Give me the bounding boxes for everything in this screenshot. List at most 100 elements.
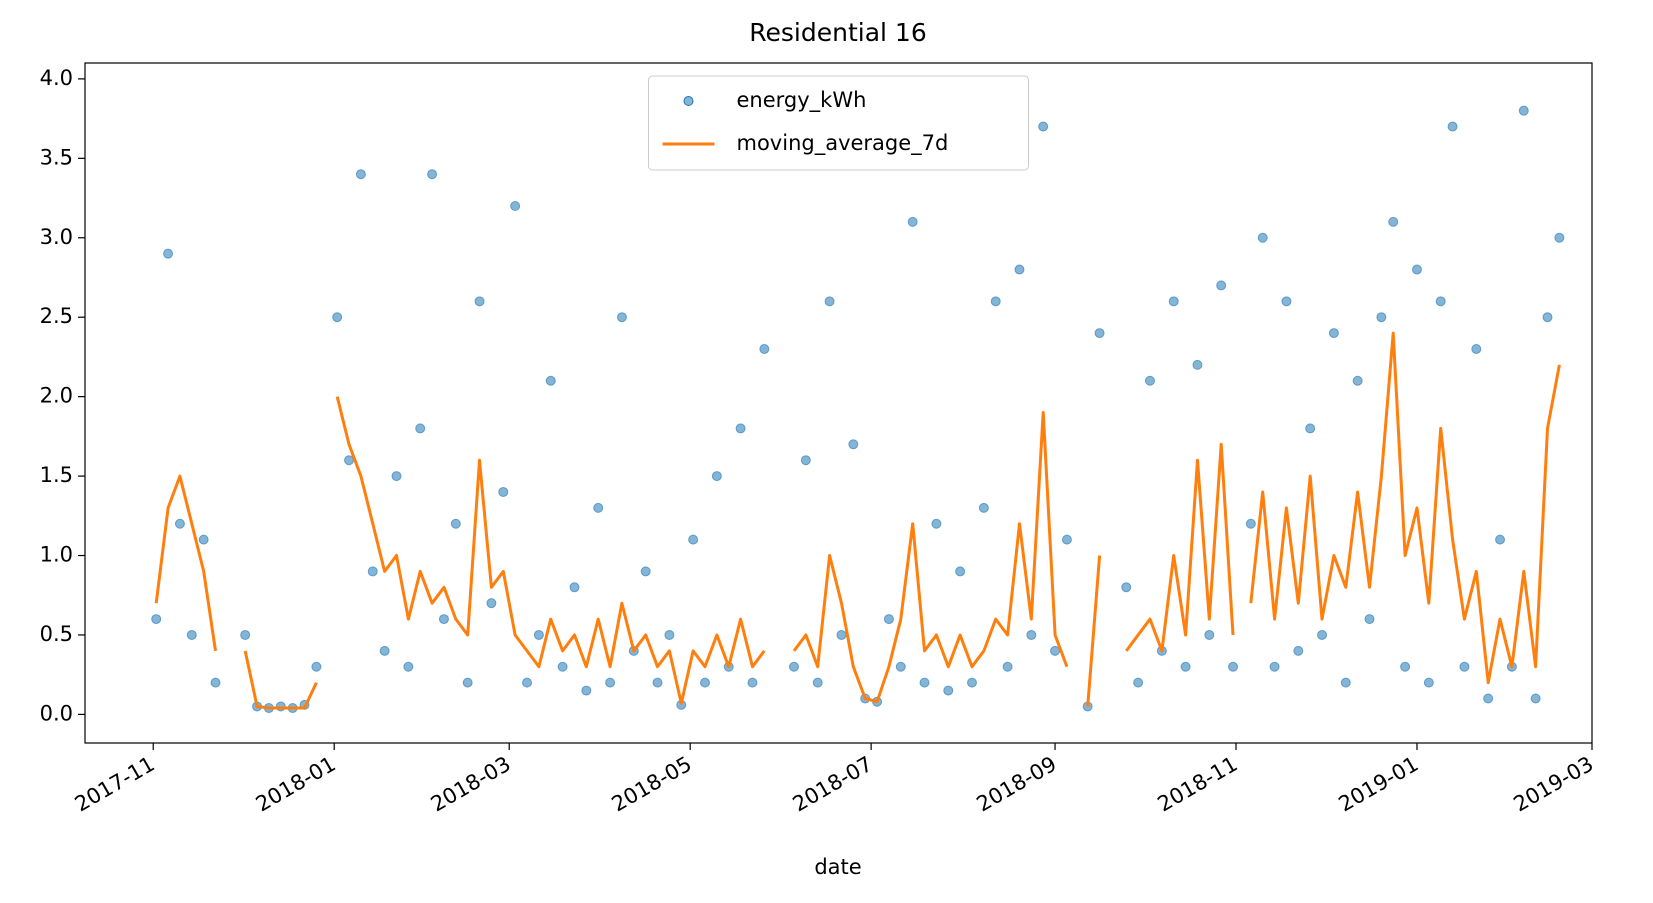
- data-point: [438, 614, 449, 625]
- data-point: [1002, 661, 1013, 672]
- data-point: [1038, 121, 1049, 132]
- data-point: [1121, 582, 1132, 593]
- data-point: [186, 629, 197, 640]
- data-point: [533, 629, 544, 640]
- legend-box: [648, 75, 1029, 171]
- data-point: [1340, 677, 1351, 688]
- data-point: [1400, 661, 1411, 672]
- y-tick-label: 2.5: [40, 304, 73, 328]
- data-point: [1423, 677, 1434, 688]
- data-point: [545, 375, 556, 386]
- data-point: [1144, 375, 1155, 386]
- data-point: [474, 296, 485, 307]
- y-tick-label: 4.0: [40, 66, 73, 90]
- data-point: [311, 661, 322, 672]
- data-point: [379, 645, 390, 656]
- data-point: [163, 248, 174, 259]
- y-tick-label: 1.5: [40, 463, 73, 487]
- y-tick-label: 2.0: [40, 384, 73, 408]
- x-tick-label: 2018-03: [427, 752, 515, 817]
- data-point: [605, 677, 616, 688]
- data-point: [759, 343, 770, 354]
- data-point: [1014, 264, 1025, 275]
- data-point: [1447, 121, 1458, 132]
- y-tick-label: 1.0: [40, 543, 73, 567]
- data-point: [895, 661, 906, 672]
- plot-area: [151, 105, 1565, 714]
- data-point: [1094, 328, 1105, 339]
- data-point: [616, 312, 627, 323]
- x-tick-label: 2018-07: [789, 752, 877, 817]
- data-point: [747, 677, 758, 688]
- data-point: [652, 677, 663, 688]
- data-point: [1245, 518, 1256, 529]
- data-point: [688, 534, 699, 545]
- data-point: [210, 677, 221, 688]
- data-point: [1269, 661, 1280, 672]
- data-point: [711, 471, 722, 482]
- data-point: [931, 518, 942, 529]
- chart-title: Residential 16: [749, 18, 926, 47]
- data-point: [966, 677, 977, 688]
- data-point: [1483, 693, 1494, 704]
- data-point: [700, 677, 711, 688]
- data-point: [391, 471, 402, 482]
- data-point: [800, 455, 811, 466]
- data-point: [1435, 296, 1446, 307]
- data-line: [154, 331, 1561, 710]
- data-point: [557, 661, 568, 672]
- data-point: [1061, 534, 1072, 545]
- data-point: [640, 566, 651, 577]
- data-point: [1168, 296, 1179, 307]
- data-point: [1216, 280, 1227, 291]
- data-point: [1026, 629, 1037, 640]
- x-tick-label: 2018-09: [973, 752, 1061, 817]
- data-point: [151, 614, 162, 625]
- x-axis-label: date: [814, 855, 861, 879]
- x-tick-label: 2018-11: [1154, 752, 1242, 817]
- data-point: [415, 423, 426, 434]
- data-point: [1317, 629, 1328, 640]
- data-point: [1228, 661, 1239, 672]
- data-point: [1530, 693, 1541, 704]
- data-point: [486, 598, 497, 609]
- data-point: [1328, 328, 1339, 339]
- data-point: [943, 685, 954, 696]
- data-point: [664, 629, 675, 640]
- data-point: [1471, 343, 1482, 354]
- data-point: [1388, 216, 1399, 227]
- data-point: [1192, 359, 1203, 370]
- data-point: [1281, 296, 1292, 307]
- data-point: [462, 677, 473, 688]
- data-point: [812, 677, 823, 688]
- data-point: [275, 701, 286, 712]
- data-point: [1459, 661, 1470, 672]
- data-point: [1364, 614, 1375, 625]
- data-point: [367, 566, 378, 577]
- data-point: [789, 661, 800, 672]
- x-tick-label: 2017-11: [71, 752, 159, 817]
- data-point: [1133, 677, 1144, 688]
- data-point: [1305, 423, 1316, 434]
- data-point: [1495, 534, 1506, 545]
- legend-label: moving_average_7d: [737, 131, 949, 156]
- data-point: [1376, 312, 1387, 323]
- legend-marker: [683, 96, 694, 106]
- data-point: [1257, 232, 1268, 243]
- x-tick-label: 2018-01: [252, 752, 340, 817]
- data-point: [907, 216, 918, 227]
- data-point: [824, 296, 835, 307]
- data-point: [1518, 105, 1529, 116]
- data-point: [240, 629, 251, 640]
- data-point: [593, 502, 604, 513]
- data-point: [1352, 375, 1363, 386]
- plot-frame: [84, 62, 1593, 744]
- x-tick-label: 2019-03: [1510, 752, 1598, 817]
- data-point: [332, 312, 343, 323]
- data-point: [883, 614, 894, 625]
- data-point: [403, 661, 414, 672]
- data-point: [498, 486, 509, 497]
- y-tick-label: 3.5: [40, 145, 73, 169]
- legend-label: energy_kWh: [737, 88, 867, 113]
